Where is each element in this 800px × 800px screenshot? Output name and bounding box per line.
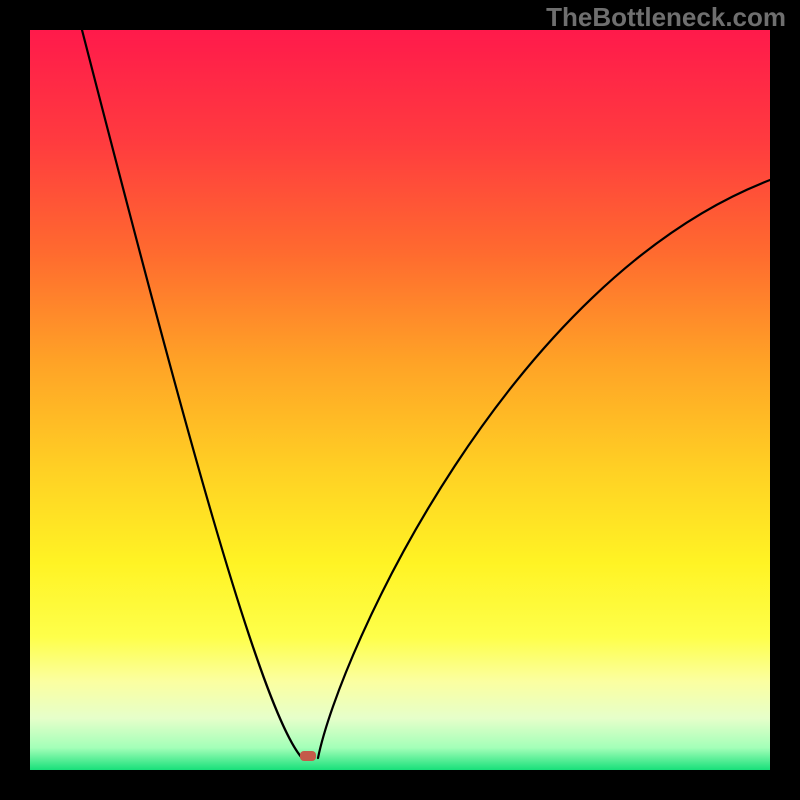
chart-background (30, 30, 770, 770)
chart-svg (30, 30, 770, 770)
bottleneck-chart (30, 30, 770, 770)
min-marker (300, 751, 316, 761)
watermark-text: TheBottleneck.com (546, 2, 786, 33)
